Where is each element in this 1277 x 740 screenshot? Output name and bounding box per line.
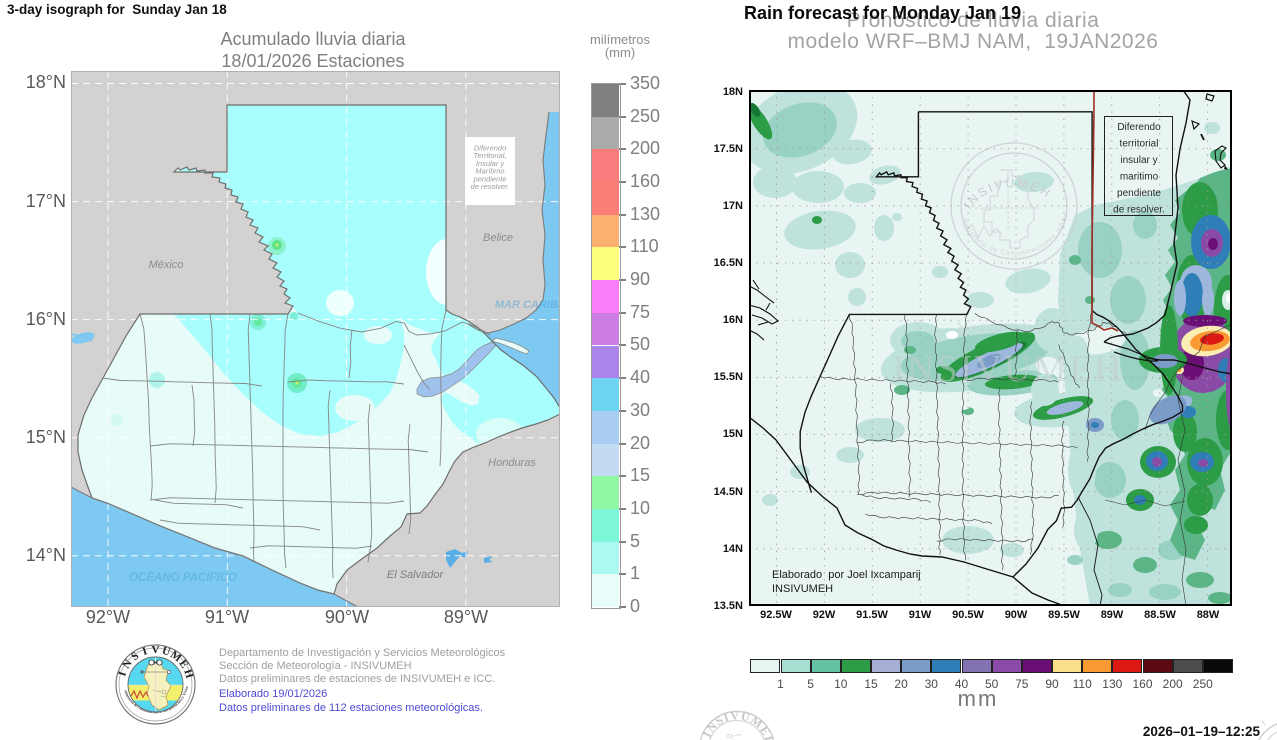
svg-text:México: México — [149, 259, 184, 271]
svg-text:I: I — [1260, 719, 1268, 728]
svg-text:Meteorología: Meteorología — [957, 319, 1063, 334]
svg-text:I: I — [116, 670, 129, 678]
svg-text:Belice: Belice — [483, 232, 513, 244]
svg-text:OCÉANO PACÍFICO: OCÉANO PACÍFICO — [129, 571, 237, 584]
svg-text:MAR CARIBE: MAR CARIBE — [495, 299, 560, 311]
svg-text:INSIVUMEH: INSIVUMEH — [772, 583, 833, 595]
svg-text:Diferendo: Diferendo — [474, 144, 507, 153]
svg-text:Elaborado por Joel Ixcamparij: Elaborado por Joel Ixcamparij — [772, 569, 921, 581]
svg-text:de resolver.: de resolver. — [471, 182, 510, 191]
svg-text:El Salvador: El Salvador — [387, 569, 445, 581]
svg-text:pendiente: pendiente — [473, 174, 507, 183]
svg-text:H: H — [181, 668, 195, 680]
svg-text:Honduras: Honduras — [488, 457, 536, 469]
svg-text:I: I — [141, 645, 149, 658]
svg-text:Diferendo: Diferendo — [1117, 122, 1161, 133]
svg-text:Territorial,: Territorial, — [473, 151, 506, 160]
svg-text:INSIVUMEH: INSIVUMEH — [892, 348, 1123, 390]
svg-text:V: V — [152, 644, 160, 656]
svg-text:U: U — [160, 645, 171, 659]
svg-text:maritimo: maritimo — [1120, 172, 1159, 183]
svg-text:Insular y: Insular y — [476, 159, 506, 168]
svg-text:territorial: territorial — [1120, 139, 1159, 150]
svg-text:insular y: insular y — [1120, 155, 1157, 166]
svg-text:pendiente: pendiente — [1117, 188, 1161, 199]
svg-text:Marítimo: Marítimo — [475, 167, 504, 176]
svg-text:de resolver.: de resolver. — [1113, 205, 1165, 216]
